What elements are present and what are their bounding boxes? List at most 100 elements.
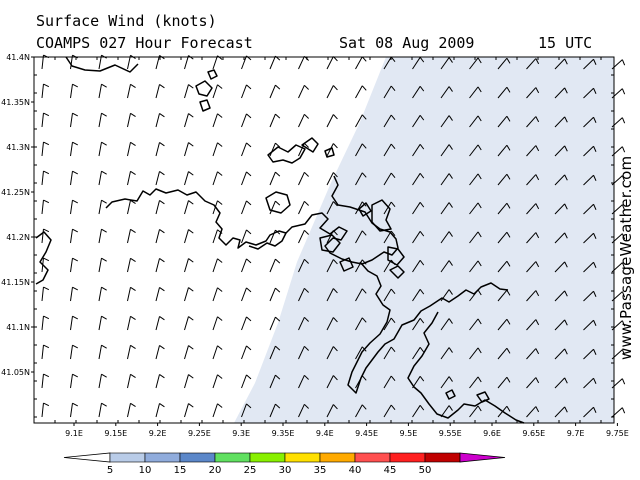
wind-barb <box>241 171 252 186</box>
wind-barb <box>554 58 568 70</box>
wind-barb <box>184 113 194 128</box>
wind-barb <box>184 55 194 70</box>
wind-barb <box>155 229 165 244</box>
lon-tick-label: 9.6E <box>483 429 501 438</box>
wind-barb <box>241 403 252 418</box>
wind-barb <box>326 288 338 302</box>
wind-barb <box>298 229 309 244</box>
wind-barb <box>355 375 367 389</box>
wind-barb <box>269 374 281 389</box>
forecast-model-label: COAMPS 027 Hour Forecast <box>36 34 253 52</box>
wind-barb <box>583 145 597 157</box>
wind-barb <box>326 201 338 215</box>
wind-barb <box>98 315 107 331</box>
lat-tick-label: 41.1N <box>6 323 30 332</box>
corsica-coastline <box>105 175 399 265</box>
wind-barb <box>583 58 597 70</box>
wind-barb <box>526 319 540 331</box>
wind-barb <box>98 286 107 302</box>
wind-barb <box>583 290 597 302</box>
wind-barb <box>355 114 367 128</box>
island-spargi <box>339 257 354 272</box>
corsica-north-coast <box>65 56 139 73</box>
wind-barb <box>412 405 425 418</box>
wind-barb <box>298 316 309 331</box>
island-santo-stefano <box>319 234 341 253</box>
wind-barb <box>298 113 309 128</box>
wind-barb <box>383 201 396 215</box>
wind-barb <box>155 200 165 215</box>
wind-barb <box>41 83 50 99</box>
wind-barb <box>497 318 511 331</box>
lon-tick-label: 9.15E <box>104 429 127 438</box>
wind-barb <box>355 317 367 331</box>
lon-tick-label: 9.4E <box>316 429 334 438</box>
wind-barb <box>326 375 338 389</box>
wind-barb <box>269 258 281 273</box>
wind-barb <box>355 259 367 273</box>
wind-barb <box>497 57 511 70</box>
wind-barb <box>269 55 281 70</box>
wind-speed-colorbar: 5 10 15 20 25 30 35 40 45 50 <box>63 452 506 476</box>
wind-barb <box>41 373 50 389</box>
wind-barb <box>526 348 540 360</box>
wind-barb <box>127 344 136 360</box>
wind-barb <box>212 55 223 70</box>
wind-barb <box>355 85 367 99</box>
wind-barb <box>383 114 396 128</box>
wind-barb <box>298 403 309 418</box>
wind-barb <box>127 83 136 99</box>
wind-barb <box>440 115 453 128</box>
wind-speed-shading <box>234 57 614 423</box>
wind-barb <box>554 319 568 331</box>
wind-barb <box>70 228 78 244</box>
wind-barb <box>469 376 482 389</box>
wind-barb <box>326 114 338 128</box>
wind-barb <box>583 348 597 360</box>
wind-barb <box>184 142 194 157</box>
wind-barb <box>98 199 107 215</box>
wind-barb <box>70 112 78 128</box>
colorbar-low-arrow <box>63 452 111 463</box>
wind-barb <box>469 347 482 360</box>
colorbar-label: 30 <box>279 465 292 476</box>
wind-barb <box>98 141 107 157</box>
wind-barb <box>212 113 223 128</box>
wind-barb <box>526 87 540 99</box>
wind-barb <box>383 288 396 302</box>
wind-barb <box>355 288 367 302</box>
wind-barb <box>41 112 50 128</box>
wind-barb <box>440 405 453 418</box>
wind-barb <box>269 287 281 302</box>
corsica-west-coast <box>35 231 52 285</box>
wind-barb <box>583 319 597 331</box>
wind-barb <box>41 170 50 186</box>
wind-barb <box>155 171 165 186</box>
wind-barb <box>70 83 78 99</box>
wind-barb <box>326 346 338 360</box>
wind-barb <box>212 316 223 331</box>
wind-barb <box>497 376 511 389</box>
wind-barb <box>269 171 281 186</box>
wind-barb <box>155 403 165 418</box>
wind-barb <box>355 230 367 244</box>
wind-barb <box>469 144 482 157</box>
wind-barb <box>412 115 425 128</box>
wind-barb <box>212 229 223 244</box>
wind-barb <box>355 172 367 186</box>
wind-barb <box>440 347 453 360</box>
wind-barb <box>184 403 194 418</box>
wind-barb <box>70 257 78 273</box>
wind-barb <box>326 230 338 244</box>
wind-barb <box>383 143 396 157</box>
wind-barb <box>70 286 78 302</box>
wind-barb <box>326 259 338 273</box>
wind-barb <box>98 170 107 186</box>
wind-barb <box>440 202 453 215</box>
wind-barb <box>469 318 482 331</box>
wind-barb <box>269 200 281 215</box>
wind-barb <box>412 318 425 331</box>
wind-barb <box>70 199 78 215</box>
wind-barb <box>155 374 165 389</box>
